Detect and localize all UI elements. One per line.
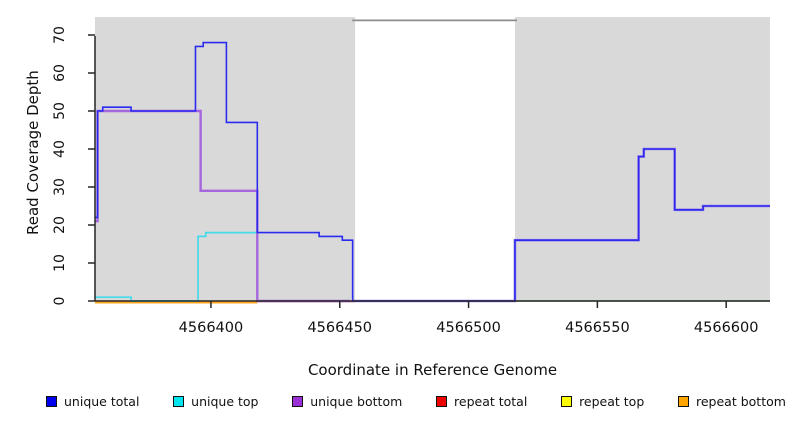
- shaded-region: [514, 17, 770, 301]
- y-tick-label: 40: [52, 140, 68, 158]
- legend: unique total unique top unique bottom repea…: [46, 394, 786, 409]
- x-tick-label: 4566550: [565, 320, 630, 336]
- legend-color-swatch: [561, 396, 573, 407]
- y-tick-label: 60: [52, 64, 68, 82]
- y-axis-title: Read Coverage Depth: [24, 70, 42, 235]
- y-tick-label: 50: [52, 102, 68, 120]
- legend-item-unique-total: unique total: [46, 394, 139, 409]
- x-tick-label: 4566600: [694, 320, 759, 336]
- legend-item-repeat-total: repeat total: [436, 394, 527, 409]
- y-tick-label: 70: [52, 26, 68, 44]
- legend-color-swatch: [292, 396, 304, 407]
- y-tick-label: 0: [52, 297, 68, 306]
- legend-label: unique total: [64, 394, 140, 409]
- plot-canvas: 4566400 4566450 4566500 4566550 4566600 0 10 20…: [52, 17, 770, 336]
- legend-label: unique bottom: [310, 394, 403, 409]
- y-tick-label: 10: [52, 254, 68, 272]
- y-tick-label: 30: [52, 178, 68, 196]
- legend-color-swatch: [173, 396, 185, 407]
- legend-label: repeat total: [454, 394, 528, 409]
- blank-region: [355, 19, 515, 302]
- legend-label: repeat bottom: [696, 394, 786, 409]
- series-unique-top: [95, 231, 258, 302]
- legend-label: unique top: [191, 394, 259, 409]
- series-unique-total: [95, 41, 770, 302]
- legend-color-swatch: [436, 396, 448, 407]
- x-axis-title: Coordinate in Reference Genome: [307, 361, 558, 379]
- x-tick-label: 4566400: [179, 320, 244, 336]
- legend-color-swatch: [678, 396, 689, 407]
- legend-item-unique-bottom: unique bottom: [292, 394, 402, 409]
- legend-item-repeat-bottom: repeat bottom: [678, 394, 786, 409]
- legend-label: repeat top: [579, 394, 645, 409]
- shaded-region: [95, 17, 356, 301]
- legend-color-swatch: [46, 396, 57, 407]
- legend-item-repeat-top: repeat top: [561, 394, 644, 409]
- legend-item-unique-top: unique top: [173, 394, 258, 409]
- x-tick-label: 4566500: [436, 320, 501, 336]
- x-tick-label: 4566450: [307, 320, 372, 336]
- y-tick-label: 20: [52, 216, 68, 234]
- coverage-plot: 4566400 4566450 4566500 4566550 4566600 0 10 20…: [24, 17, 770, 379]
